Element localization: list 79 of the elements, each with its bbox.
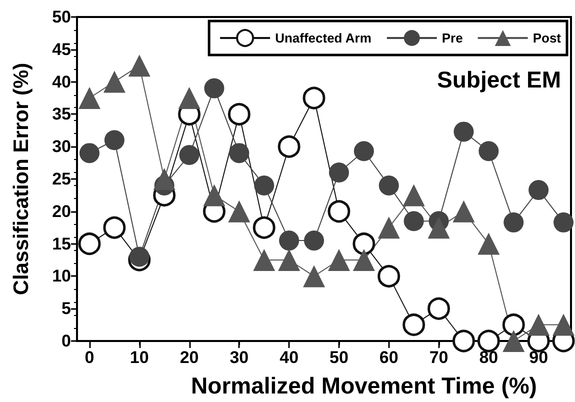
point	[452, 200, 475, 222]
point	[504, 212, 524, 232]
x-tick-label: 70	[429, 348, 448, 367]
point	[179, 145, 200, 166]
point	[352, 249, 375, 271]
annotation: Subject EM	[437, 66, 562, 92]
point	[103, 216, 126, 239]
y-tick-label: 50	[52, 8, 71, 26]
point	[129, 246, 150, 267]
x-tick-label: 10	[130, 348, 149, 367]
point	[428, 297, 450, 320]
point	[352, 232, 376, 256]
point	[278, 135, 300, 158]
point	[528, 314, 550, 336]
point	[279, 230, 300, 251]
x-tick-label: 90	[529, 348, 548, 367]
point	[103, 70, 126, 93]
point	[552, 314, 575, 336]
point	[104, 130, 124, 150]
legend-label: Pre	[442, 30, 463, 46]
y-tick-label: 45	[52, 40, 71, 59]
point	[402, 184, 425, 206]
y-tick-label: 15	[52, 234, 71, 254]
y-tick-label: 20	[52, 202, 71, 221]
point	[252, 216, 276, 239]
y-tick-label: 5	[62, 299, 71, 318]
point	[452, 330, 475, 352]
point	[304, 230, 324, 251]
point	[79, 143, 100, 164]
x-tick-label: 80	[479, 348, 498, 367]
x-tick-label: 50	[330, 348, 348, 367]
point	[254, 175, 274, 196]
point	[454, 122, 474, 142]
point	[228, 200, 250, 222]
x-tick-label: 0	[84, 348, 94, 367]
x-tick-label: 30	[230, 348, 249, 367]
x-tick-label: 20	[180, 348, 199, 367]
point	[178, 87, 200, 109]
y-axis-title: Classification Error (%)	[10, 62, 33, 296]
point	[478, 232, 500, 255]
y-tick-label: 30	[52, 137, 71, 156]
point	[204, 78, 224, 98]
point	[528, 180, 549, 200]
point	[328, 200, 350, 223]
point	[253, 249, 276, 271]
point	[428, 216, 450, 239]
point	[402, 314, 426, 336]
point	[478, 141, 499, 162]
point	[229, 143, 250, 164]
x-tick-label: 40	[280, 348, 299, 367]
point	[78, 87, 100, 109]
point	[153, 168, 176, 190]
x-tick-label: 60	[379, 348, 398, 367]
legend-label: Post	[532, 30, 562, 46]
point	[328, 162, 349, 183]
point	[302, 86, 326, 110]
y-tick-label: 35	[52, 104, 71, 124]
y-tick-label: 10	[52, 266, 71, 286]
point	[477, 330, 500, 352]
point	[328, 249, 350, 271]
x-axis-title: Normalized Movement Time (%)	[191, 372, 537, 398]
y-tick-label: 25	[52, 170, 71, 188]
point	[228, 102, 250, 126]
point	[128, 54, 150, 77]
point	[378, 264, 400, 288]
point	[203, 184, 226, 206]
point	[502, 314, 525, 336]
legend-label: Unaffected Arm	[275, 30, 372, 46]
y-tick-label: 40	[52, 72, 71, 92]
y-tick-label: 0	[62, 332, 71, 350]
point	[378, 216, 400, 239]
point	[303, 265, 326, 288]
point	[354, 141, 374, 162]
point	[502, 330, 525, 352]
point	[78, 232, 101, 256]
point	[404, 211, 424, 232]
point	[278, 249, 300, 271]
point	[554, 212, 574, 232]
point	[378, 175, 399, 196]
